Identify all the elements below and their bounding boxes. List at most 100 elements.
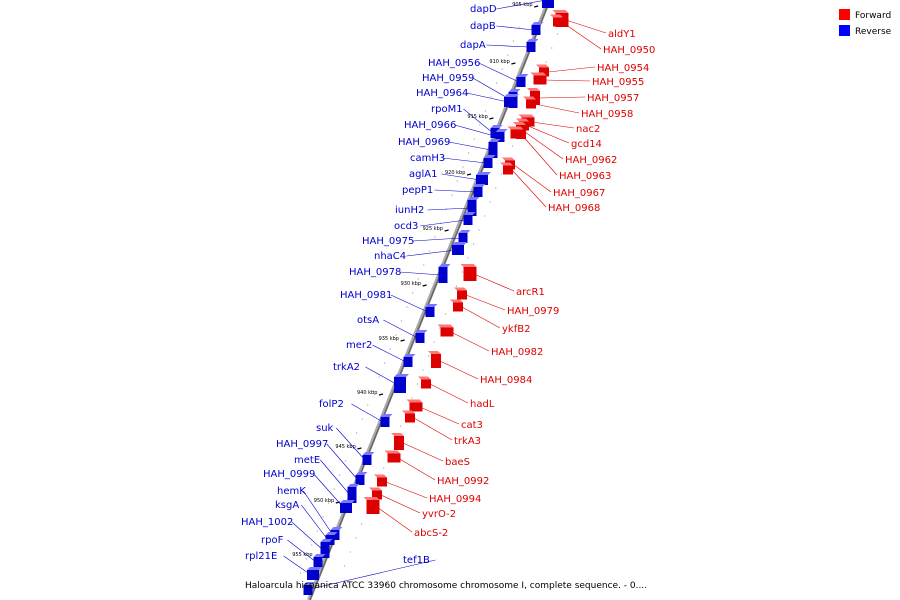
reverse-gene-block[interactable] [347,487,357,503]
reverse-gene-label[interactable]: iunH2 [395,205,424,216]
reverse-gene-label[interactable]: ocd3 [394,221,418,232]
forward-gene-label[interactable]: trkA3 [454,436,481,447]
forward-gene-label[interactable]: HAH_0962 [565,155,617,166]
forward-gene-block[interactable] [457,290,467,300]
reverse-gene-label[interactable]: HAH_0997 [276,439,328,450]
reverse-gene-label[interactable]: HAH_0999 [263,469,315,480]
reverse-gene-block[interactable] [425,307,435,317]
reverse-gene-label[interactable]: HAH_0964 [416,88,468,99]
reverse-gene-label[interactable]: dapB [470,21,496,32]
reverse-gene-label[interactable]: tef1B [403,555,430,566]
reverse-gene-label[interactable]: suk [316,423,334,434]
reverse-gene-label[interactable]: dapD [470,4,497,15]
reverse-gene-label[interactable]: mer2 [346,340,372,351]
forward-gene-label[interactable]: HAH_0954 [597,63,649,74]
reverse-gene-block[interactable] [504,97,516,107]
reverse-gene-block[interactable] [476,175,488,185]
reverse-gene-label[interactable]: HAH_0959 [422,73,474,84]
forward-gene-label[interactable]: HAH_0994 [429,494,481,505]
reverse-gene-block[interactable] [355,475,365,485]
reverse-gene-label[interactable]: ksgA [275,500,299,511]
reverse-gene-label[interactable]: HAH_0969 [398,137,450,148]
reverse-gene-label[interactable]: nhaC4 [374,251,406,262]
reverse-gene-label[interactable]: HAH_0975 [362,236,414,247]
reverse-gene-block[interactable] [380,417,390,427]
reverse-gene-block[interactable] [313,557,323,567]
reverse-gene-label[interactable]: folP2 [319,399,344,410]
reverse-gene-label[interactable]: HAH_0956 [428,58,480,69]
forward-gene-block[interactable] [553,17,563,27]
reverse-gene-label[interactable]: rpoF [261,535,284,546]
forward-gene-block[interactable] [372,490,382,500]
forward-gene-block[interactable] [366,500,380,514]
forward-gene-block[interactable] [377,477,387,487]
forward-gene-label[interactable]: ykfB2 [502,324,530,335]
forward-gene-label[interactable]: abcS-2 [414,528,448,539]
forward-gene-label[interactable]: gcd14 [571,139,602,150]
forward-gene-block[interactable] [526,99,536,109]
reverse-gene-label[interactable]: rpoM1 [431,104,463,115]
forward-gene-block[interactable] [530,91,540,105]
forward-gene-block[interactable] [533,75,547,85]
reverse-gene-block[interactable] [330,530,340,540]
forward-gene-label[interactable]: hadL [470,399,495,410]
forward-gene-block[interactable] [463,267,477,281]
reverse-gene-block[interactable] [463,215,473,225]
forward-gene-label[interactable]: HAH_0957 [587,93,639,104]
forward-gene-block[interactable] [409,402,423,412]
forward-gene-label[interactable]: HAH_0982 [491,347,543,358]
reverse-gene-label[interactable]: HAH_1002 [241,517,293,528]
reverse-gene-label[interactable]: HAH_0978 [349,267,401,278]
forward-gene-block[interactable] [453,302,463,312]
forward-gene-label[interactable]: HAH_0967 [553,188,605,199]
reverse-gene-block[interactable] [542,0,554,8]
forward-gene-label[interactable]: HAH_0992 [437,476,489,487]
reverse-gene-block[interactable] [415,333,425,343]
forward-gene-block[interactable] [394,436,404,450]
reverse-gene-block[interactable] [362,455,372,465]
reverse-gene-label[interactable]: otsA [357,315,379,326]
forward-gene-block[interactable] [440,327,454,337]
forward-gene-block[interactable] [539,67,549,77]
reverse-gene-block[interactable] [452,245,464,255]
reverse-gene-label[interactable]: aglA1 [409,169,437,180]
forward-gene-label[interactable]: HAH_0984 [480,375,532,386]
reverse-gene-label[interactable]: trkA2 [333,362,360,373]
forward-gene-block[interactable] [510,129,524,139]
forward-gene-label[interactable]: baeS [445,457,470,468]
forward-gene-label[interactable]: HAH_0979 [507,306,559,317]
forward-gene-label[interactable]: arcR1 [516,287,545,298]
reverse-gene-block[interactable] [340,503,352,513]
forward-gene-block[interactable] [421,379,431,389]
reverse-gene-block[interactable] [488,142,498,158]
forward-gene-block[interactable] [387,453,401,463]
reverse-gene-label[interactable]: HAH_0966 [404,120,456,131]
reverse-gene-block[interactable] [403,357,413,367]
forward-gene-block[interactable] [431,354,441,368]
forward-gene-label[interactable]: cat3 [461,420,483,431]
reverse-gene-label[interactable]: hemK [277,486,306,497]
reverse-gene-block[interactable] [307,570,319,580]
forward-gene-label[interactable]: HAH_0963 [559,171,611,182]
reverse-gene-block[interactable] [458,233,468,243]
reverse-gene-block[interactable] [473,187,483,197]
reverse-gene-block[interactable] [490,128,500,138]
forward-gene-label[interactable]: HAH_0958 [581,109,633,120]
reverse-gene-block[interactable] [320,542,330,558]
forward-gene-label[interactable]: HAH_0955 [592,77,644,88]
forward-gene-block[interactable] [503,165,513,175]
reverse-gene-label[interactable]: camH3 [410,153,445,164]
reverse-gene-label[interactable]: rpl21E [245,551,277,562]
reverse-gene-block[interactable] [438,267,448,283]
forward-gene-label[interactable]: yvrO-2 [422,509,456,520]
forward-gene-label[interactable]: HAH_0950 [603,45,655,56]
reverse-gene-block[interactable] [303,585,313,595]
forward-gene-label[interactable]: aldY1 [608,29,636,40]
reverse-gene-block[interactable] [495,132,505,142]
reverse-gene-block[interactable] [394,377,406,393]
forward-gene-label[interactable]: nac2 [576,124,600,135]
reverse-gene-block[interactable] [516,77,526,87]
reverse-gene-block[interactable] [526,42,536,52]
reverse-gene-label[interactable]: pepP1 [402,185,433,196]
reverse-gene-label[interactable]: metE [294,455,320,466]
